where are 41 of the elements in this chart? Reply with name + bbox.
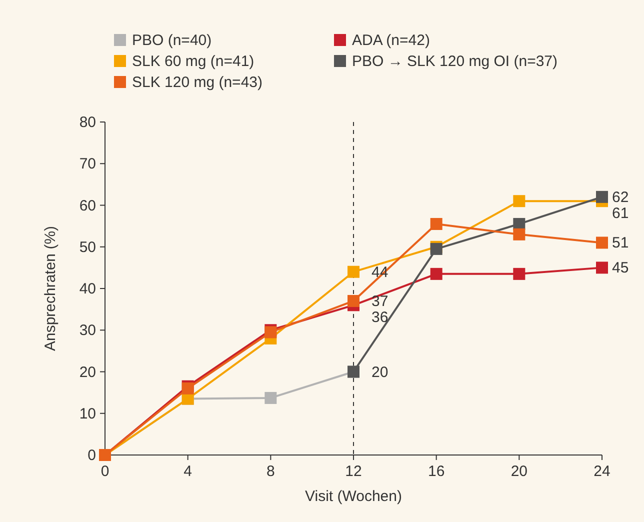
x-tick-label: 24 [594,463,610,480]
point [513,268,526,280]
y-tick-label: 40 [79,280,96,298]
point [596,236,608,249]
x-tick-label: 4 [184,463,192,480]
data-label: 20 [372,364,388,381]
point [430,218,442,230]
data-label: 37 [372,292,388,310]
data-label: 51 [612,234,629,252]
legend-label: SLK 120 mg (n=43) [132,74,262,91]
y-tick-label: 20 [79,364,96,381]
point [348,266,360,278]
point [348,294,360,307]
y-tick-label: 30 [79,322,96,340]
x-tick-label: 0 [100,463,110,480]
point [596,190,608,203]
y-tick-label: 0 [88,447,96,464]
data-label: 61 [612,204,629,222]
legend-label: SLK 60 mg (n=41) [132,53,254,70]
y-tick-label: 10 [79,405,96,422]
y-tick-label: 60 [79,197,96,214]
point [430,268,442,280]
y-tick-label: 50 [79,238,96,256]
y-axis-title: Ansprechraten (%) [42,226,59,352]
data-label: 36 [372,308,388,326]
legend-label: PBO → SLK 120 mg OI (n=37) [352,53,558,70]
data-label: 45 [612,260,629,277]
x-tick-label: 20 [510,463,528,480]
legend-label: PBO (n=40) [132,32,212,49]
x-tick-label: 8 [266,463,275,480]
point [596,262,608,274]
y-tick-label: 80 [79,114,96,131]
point [513,228,526,240]
data-label: 62 [612,188,629,206]
x-tick-label: 12 [345,463,362,480]
y-tick-label: 70 [79,156,96,173]
x-tick-label: 16 [428,463,445,480]
point [264,392,277,404]
legend-label: ADA (n=42) [352,32,430,49]
x-axis-title: Visit (Wochen) [305,488,402,505]
point [513,195,526,208]
